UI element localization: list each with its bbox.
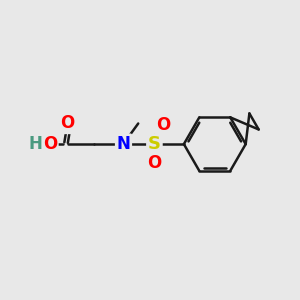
Text: N: N — [117, 135, 130, 153]
Text: H: H — [28, 135, 42, 153]
Text: S: S — [148, 135, 161, 153]
Text: O: O — [60, 115, 75, 133]
Text: O: O — [147, 154, 161, 172]
Text: O: O — [156, 116, 170, 134]
Text: O: O — [43, 135, 57, 153]
